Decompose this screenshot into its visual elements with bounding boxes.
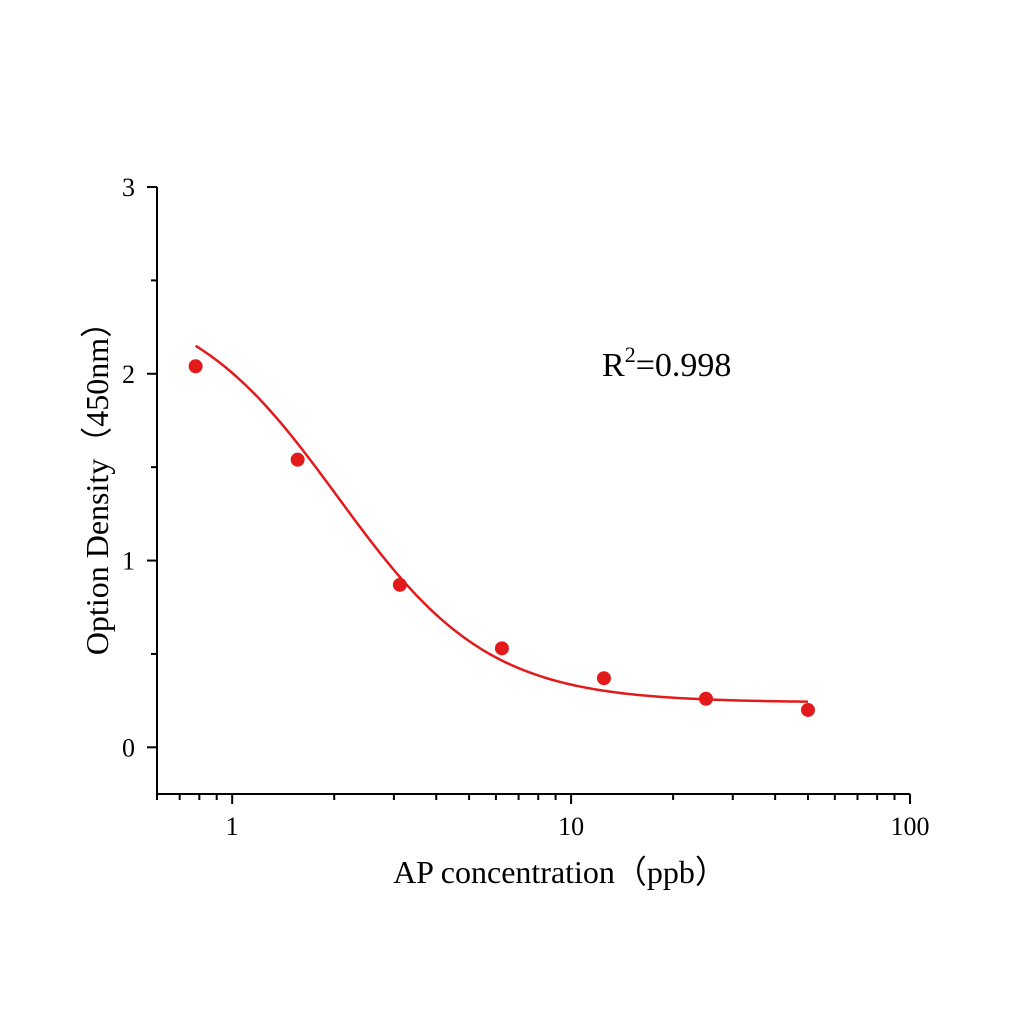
y-axis-title: Option Density（450nm） (79, 306, 115, 655)
data-point (188, 359, 203, 374)
x-tick-label: 100 (891, 812, 930, 841)
y-ticks: 0 1 2 3 (122, 173, 157, 762)
y-tick-label: 2 (122, 360, 135, 389)
data-point (290, 452, 305, 467)
plot-area (188, 344, 815, 717)
data-point (494, 641, 509, 656)
r-squared-superscript: 2 (625, 342, 636, 367)
r-squared-value: =0.998 (636, 347, 732, 384)
x-axis-title: AP concentration（ppb） (393, 854, 727, 890)
axes: 0 1 2 3 1 10 100 (122, 173, 930, 841)
data-point (800, 702, 815, 717)
y-tick-label: 1 (122, 547, 135, 576)
data-point (698, 691, 713, 706)
data-point (392, 577, 407, 592)
r-squared-main: R (602, 347, 625, 384)
x-tick-label: 10 (558, 812, 584, 841)
data-points (188, 359, 815, 717)
x-tick-label: 1 (226, 812, 239, 841)
data-point (596, 671, 611, 686)
r-squared-annotation: R2=0.998 (602, 342, 731, 384)
y-tick-label: 0 (122, 733, 135, 762)
y-tick-label: 3 (122, 173, 135, 202)
x-ticks: 1 10 100 (156, 794, 930, 841)
